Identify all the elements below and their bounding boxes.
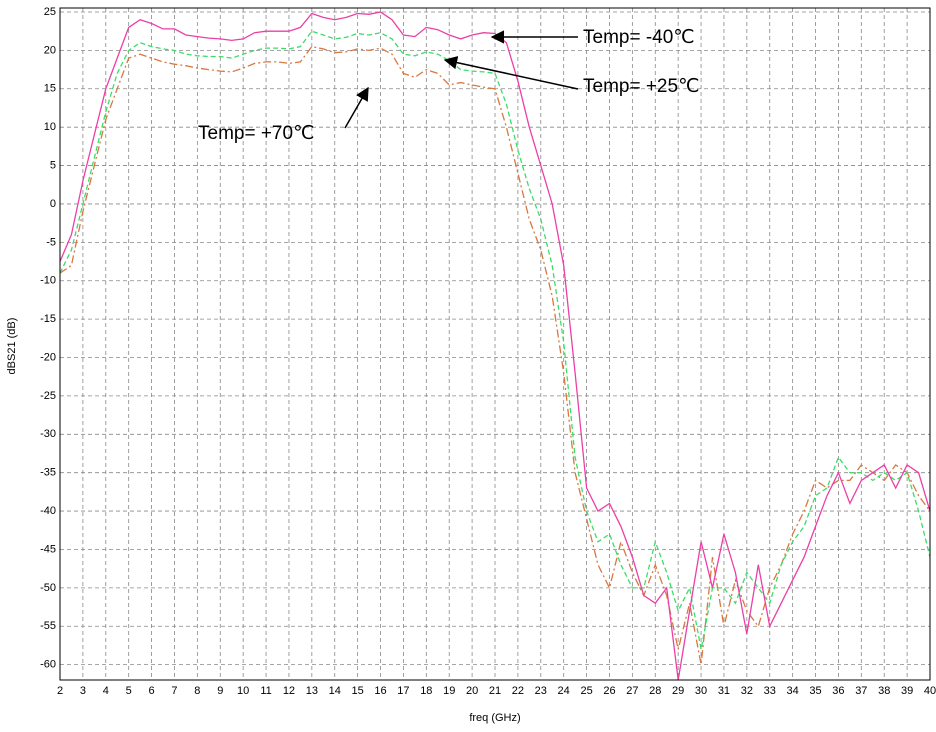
x-tick-label: 26: [603, 685, 615, 697]
x-tick-label: 14: [329, 685, 341, 697]
x-tick-label: 39: [901, 685, 913, 697]
x-tick-label: 6: [149, 685, 155, 697]
x-tick-label: 27: [626, 685, 638, 697]
x-tick-label: 23: [535, 685, 547, 697]
x-tick-label: 2: [57, 685, 63, 697]
x-tick-label: 34: [787, 685, 799, 697]
x-tick-label: 28: [649, 685, 661, 697]
y-tick-label: 0: [50, 198, 56, 210]
y-tick-label: -60: [40, 659, 56, 671]
y-axis-label: dBS21 (dB): [6, 318, 18, 375]
y-tick-label: -35: [40, 467, 56, 479]
x-tick-label: 33: [764, 685, 776, 697]
x-tick-label: 38: [878, 685, 890, 697]
x-tick-label: 3: [80, 685, 86, 697]
annotation: Temp= +25℃: [583, 76, 699, 97]
y-tick-label: 20: [44, 44, 56, 56]
y-tick-label: -10: [40, 275, 56, 287]
y-tick-label: 25: [44, 6, 56, 18]
x-tick-label: 5: [126, 685, 132, 697]
y-tick-label: -5: [46, 236, 56, 248]
y-tick-label: -15: [40, 313, 56, 325]
x-tick-label: 12: [283, 685, 295, 697]
annotation: Temp= -40℃: [583, 27, 695, 48]
x-tick-label: 30: [695, 685, 707, 697]
x-tick-label: 36: [832, 685, 844, 697]
data-line: [59, 30, 931, 650]
y-tick-label: -25: [40, 390, 56, 402]
x-tick-label: 17: [397, 685, 409, 697]
y-tick-label: 10: [44, 121, 56, 133]
x-tick-label: 19: [443, 685, 455, 697]
x-tick-label: 15: [352, 685, 364, 697]
y-tick-label: 5: [50, 159, 56, 171]
annotation-arrow: [344, 86, 369, 129]
x-tick-label: 16: [374, 685, 386, 697]
x-tick-label: 18: [420, 685, 432, 697]
x-tick-label: 4: [103, 685, 109, 697]
x-axis-label: freq (GHz): [469, 712, 520, 724]
x-tick-label: 20: [466, 685, 478, 697]
data-line: [59, 45, 931, 665]
annotation: Temp= +70℃: [198, 123, 314, 144]
x-tick-label: 32: [741, 685, 753, 697]
x-tick-label: 37: [855, 685, 867, 697]
x-tick-label: 9: [217, 685, 223, 697]
x-tick-label: 24: [558, 685, 570, 697]
x-tick-label: 35: [809, 685, 821, 697]
y-tick-label: -40: [40, 505, 56, 517]
x-tick-label: 29: [672, 685, 684, 697]
y-tick-label: -20: [40, 351, 56, 363]
x-tick-label: 8: [194, 685, 200, 697]
x-tick-label: 11: [260, 685, 271, 697]
x-tick-label: 10: [237, 685, 249, 697]
plot-border: [59, 7, 931, 681]
y-tick-label: -30: [40, 428, 56, 440]
annotation-arrow: [443, 55, 579, 90]
x-tick-label: 21: [489, 685, 501, 697]
x-tick-label: 31: [718, 685, 730, 697]
y-tick-label: -50: [40, 582, 56, 594]
x-tick-label: 7: [171, 685, 177, 697]
x-tick-label: 13: [306, 685, 318, 697]
x-tick-label: 40: [924, 685, 936, 697]
x-tick-label: 25: [580, 685, 592, 697]
y-tick-label: -55: [40, 620, 56, 632]
y-tick-label: -45: [40, 543, 56, 555]
y-tick-label: 15: [44, 83, 56, 95]
x-tick-label: 22: [512, 685, 524, 697]
